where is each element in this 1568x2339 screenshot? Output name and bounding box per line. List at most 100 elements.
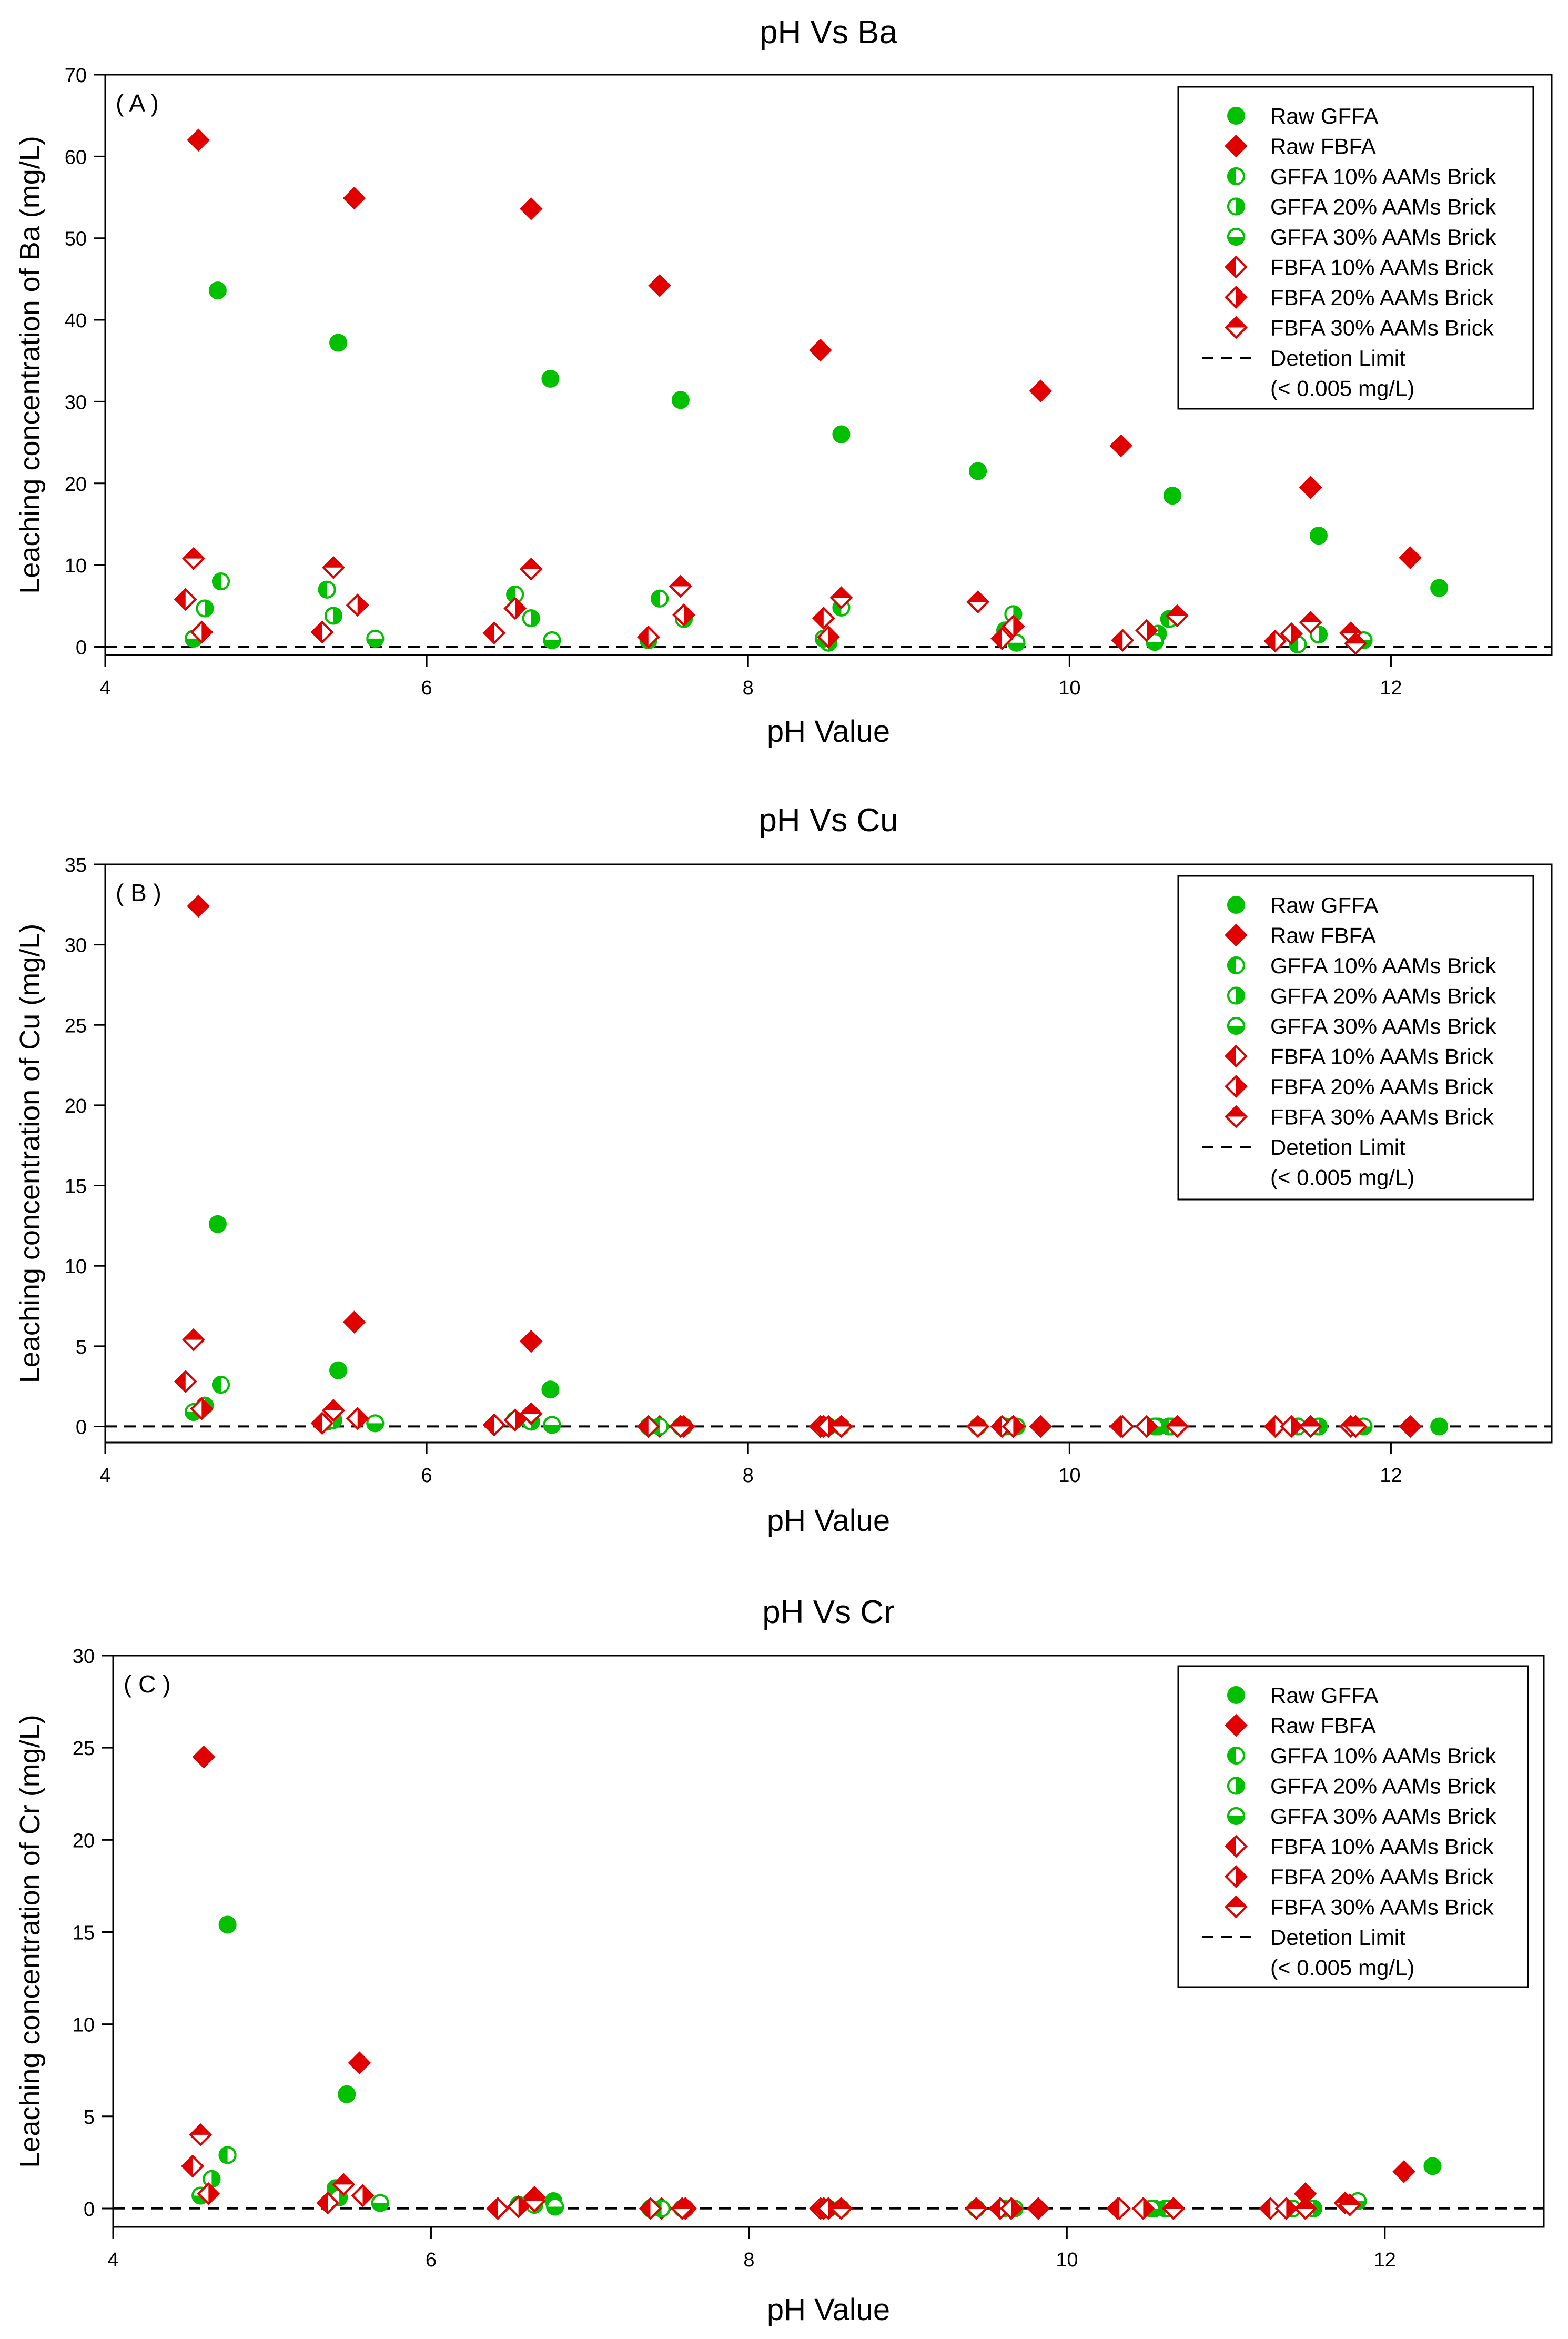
data-point-fbfa-20-aams-brick <box>351 2184 375 2207</box>
data-point-fbfa-20-aams-brick <box>503 1408 527 1432</box>
chart-panel-1: pH Vs Ba 4 6 8 10 12 0 10 20 30 40 50 60 70 pH Value Le… <box>14 14 1553 749</box>
legend-marker-raw-gffa <box>1227 1686 1245 1704</box>
data-point-raw-fbfa <box>519 197 543 220</box>
legend-entry: FBFA 20% AAMs Brick <box>1270 1864 1494 1889</box>
legend-entry: FBFA 30% AAMs Brick <box>1270 1105 1494 1130</box>
x-tick-label: 6 <box>426 2249 437 2271</box>
data-point-fbfa-20-aams-brick <box>503 597 527 620</box>
x-tick-label: 10 <box>1058 677 1080 699</box>
data-point-raw-fbfa <box>348 2051 371 2075</box>
data-point-fbfa-20-aams-brick <box>672 603 695 627</box>
data-point-raw-gffa <box>329 1361 348 1379</box>
legend-entry: FBFA 10% AAMs Brick <box>1270 1044 1494 1069</box>
y-tick-label: 10 <box>65 555 87 577</box>
y-tick-label: 20 <box>65 1095 87 1117</box>
data-point-fbfa-30-aams-brick <box>523 2190 546 2213</box>
chart-title: pH Vs Ba <box>760 14 897 51</box>
legend-marker-raw-fbfa <box>1225 923 1248 947</box>
legend-marker-gffa-10-aams-brick <box>1227 1747 1245 1765</box>
data-point-fbfa-20-aams-brick <box>999 2197 1023 2220</box>
data-point-fbfa-30-aams-brick <box>829 586 853 610</box>
data-point-fbfa-10-aams-brick <box>1111 1415 1134 1438</box>
y-tick-label: 30 <box>65 935 87 957</box>
data-point-gffa-10-aams-brick <box>318 580 336 599</box>
data-point-fbfa-30-aams-brick <box>1166 604 1189 628</box>
data-point-raw-fbfa <box>1299 476 1322 499</box>
legend-marker-fbfa-20-aams-brick <box>1225 1865 1248 1888</box>
data-point-raw-gffa <box>541 1380 560 1399</box>
y-tick-label: 10 <box>65 1256 87 1278</box>
data-point-raw-fbfa <box>1392 2160 1415 2183</box>
data-point-fbfa-30-aams-brick <box>1166 1415 1189 1438</box>
x-tick-label: 8 <box>743 677 754 699</box>
y-axis-label: Leaching concentration of Cr (mg/L) <box>14 1715 46 2167</box>
y-tick-label: 40 <box>65 310 87 332</box>
data-point-fbfa-30-aams-brick <box>1344 1415 1368 1438</box>
data-point-raw-fbfa <box>192 1745 216 1769</box>
data-point-fbfa-30-aams-brick <box>966 590 989 613</box>
x-tick-label: 4 <box>99 1465 110 1487</box>
y-tick-label: 30 <box>73 1646 95 1668</box>
x-tick-label: 4 <box>99 677 110 699</box>
data-point-gffa-10-aams-brick <box>218 2146 237 2164</box>
data-point-raw-gffa <box>208 281 227 300</box>
data-point-fbfa-20-aams-brick <box>190 620 214 644</box>
data-point-raw-fbfa <box>342 186 366 210</box>
y-axis-label: Leaching concentration of Ba (mg/L) <box>14 136 46 594</box>
data-point-raw-gffa <box>832 425 851 443</box>
data-point-raw-fbfa <box>187 128 210 152</box>
panel-label: ( B ) <box>116 879 161 906</box>
data-point-fbfa-20-aams-brick <box>1280 622 1303 646</box>
legend-entry: FBFA 20% AAMs Brick <box>1270 1074 1494 1099</box>
legend-marker-fbfa-10-aams-brick <box>1225 1834 1248 1858</box>
plot-frame <box>112 1655 1545 2228</box>
data-point-raw-fbfa <box>1399 546 1422 569</box>
data-point-fbfa-10-aams-brick <box>482 1413 506 1437</box>
data-point-fbfa-30-aams-brick <box>671 2197 694 2220</box>
legend-marker-raw-gffa <box>1227 896 1245 914</box>
data-point-fbfa-10-aams-brick <box>636 625 660 649</box>
legend-marker-fbfa-10-aams-brick <box>1225 255 1248 279</box>
data-point-raw-fbfa <box>187 894 210 918</box>
data-point-fbfa-10-aams-brick <box>181 2154 204 2178</box>
x-axis-label: pH Value <box>767 714 890 749</box>
legend-marker-fbfa-10-aams-brick <box>1225 1044 1248 1068</box>
data-point-raw-gffa <box>1430 579 1449 597</box>
legend-detection-sublabel: (< 0.005 mg/L) <box>1270 1165 1414 1190</box>
data-points <box>174 894 1449 1438</box>
legend-marker-fbfa-30-aams-brick <box>1225 316 1248 339</box>
chart-panel-2: pH Vs Cu 4 6 8 10 12 0 5 10 15 20 25 30 35 pH Value Lea… <box>14 802 1553 1538</box>
data-point-fbfa-20-aams-brick <box>346 593 369 617</box>
x-tick-label: 4 <box>107 2249 118 2271</box>
legend-entry: GFFA 10% AAMs Brick <box>1270 953 1496 978</box>
data-point-raw-fbfa <box>519 1329 543 1353</box>
legend-entry: FBFA 30% AAMs Brick <box>1270 316 1494 340</box>
legend-marker-raw-gffa <box>1227 107 1245 125</box>
legend-entry: Raw GFFA <box>1270 893 1378 918</box>
x-tick-label: 12 <box>1380 677 1402 699</box>
y-tick-label: 15 <box>73 1922 95 1944</box>
legend-entry: GFFA 20% AAMs Brick <box>1270 1774 1496 1799</box>
data-point-fbfa-30-aams-brick <box>322 1399 345 1422</box>
legend-marker-gffa-30-aams-brick <box>1227 228 1245 246</box>
data-point-raw-gffa <box>1309 527 1328 545</box>
data-point-fbfa-10-aams-brick <box>1108 2197 1131 2220</box>
legend: Raw GFFA Raw FBFA GFFA 10% AAMs Brick GFFA … <box>1177 1665 1529 1988</box>
data-point-fbfa-20-aams-brick <box>190 1397 214 1420</box>
legend-detection-label: Detetion Limit <box>1270 1925 1405 1950</box>
chart-title: pH Vs Cu <box>758 802 898 839</box>
legend-detection-label: Detetion Limit <box>1270 1135 1405 1160</box>
data-point-fbfa-20-aams-brick <box>1002 614 1025 638</box>
legend-entry: FBFA 10% AAMs Brick <box>1270 1834 1494 1859</box>
data-point-raw-fbfa <box>1029 1415 1053 1438</box>
y-tick-label: 30 <box>65 391 87 414</box>
y-tick-label: 60 <box>65 146 87 168</box>
y-tick-label: 35 <box>65 854 87 876</box>
y-tick-label: 0 <box>84 2199 95 2221</box>
data-point-fbfa-20-aams-brick <box>1280 1415 1303 1438</box>
data-point-raw-gffa <box>218 1915 237 1934</box>
data-points <box>174 128 1449 656</box>
legend-entry: GFFA 30% AAMs Brick <box>1270 1014 1496 1039</box>
data-point-fbfa-10-aams-brick <box>1259 2197 1282 2220</box>
data-point-fbfa-30-aams-brick <box>332 2173 356 2196</box>
